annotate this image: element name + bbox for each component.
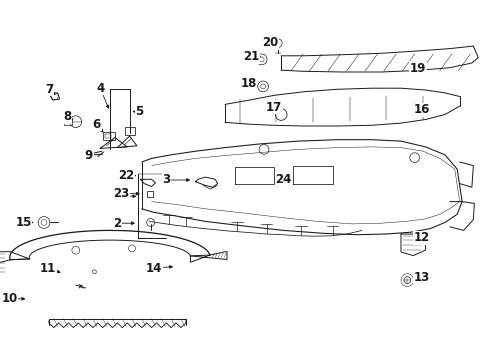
Text: 12: 12 [412,231,429,244]
Text: 19: 19 [409,62,426,75]
Text: 15: 15 [15,216,32,229]
Text: 17: 17 [265,101,282,114]
Text: 1: 1 [113,190,121,203]
Text: 16: 16 [412,103,429,116]
Text: 9: 9 [84,149,92,162]
Text: 22: 22 [118,169,134,182]
Text: 4: 4 [96,82,104,95]
Text: 24: 24 [275,173,291,186]
Text: 13: 13 [412,271,429,284]
Bar [146,191,152,197]
Text: 23: 23 [113,187,129,200]
Text: 11: 11 [40,262,56,275]
Text: 21: 21 [242,50,259,63]
Text: 18: 18 [240,77,256,90]
Text: 5: 5 [135,105,143,118]
Bar [102,132,115,140]
Bar [105,134,111,138]
Text: 8: 8 [63,111,71,123]
Text: 20: 20 [262,36,278,49]
Bar [124,127,135,135]
Text: 3: 3 [162,174,170,186]
Text: 6: 6 [93,118,101,131]
Text: 7: 7 [45,83,53,96]
Text: 2: 2 [113,217,121,230]
Text: 10: 10 [1,292,18,305]
Text: 14: 14 [145,262,162,275]
